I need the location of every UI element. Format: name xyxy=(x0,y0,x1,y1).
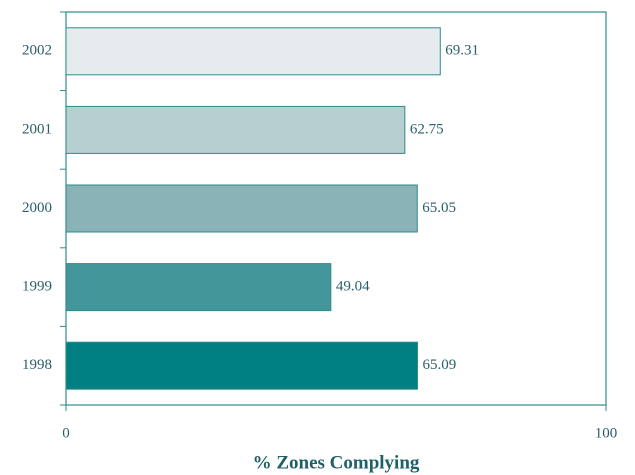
bar xyxy=(65,105,406,154)
bar xyxy=(65,27,441,76)
y-tick-label: 2002 xyxy=(22,43,52,59)
y-tick-label: 2001 xyxy=(22,121,52,137)
bar xyxy=(65,341,418,390)
bar xyxy=(65,184,418,233)
value-label: 65.09 xyxy=(422,357,456,373)
x-tick-label: 100 xyxy=(595,425,618,441)
y-tick-label: 1998 xyxy=(22,357,52,373)
value-label: 49.04 xyxy=(336,279,370,295)
bar xyxy=(65,263,332,312)
y-tick-label: 2000 xyxy=(22,200,52,216)
y-tick-label: 1999 xyxy=(22,279,52,295)
value-label: 62.75 xyxy=(410,121,444,137)
x-tick-label: 0 xyxy=(62,425,70,441)
value-label: 69.31 xyxy=(445,43,479,59)
value-label: 65.05 xyxy=(422,200,456,216)
x-axis-label: % Zones Complying xyxy=(253,452,420,473)
